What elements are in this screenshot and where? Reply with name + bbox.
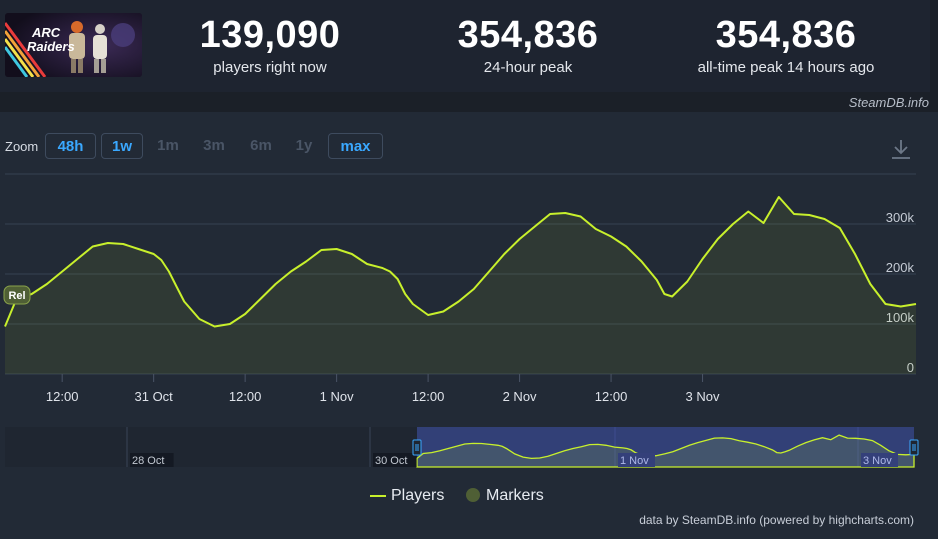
navigator-left-handle[interactable]	[412, 439, 422, 456]
navigator-label-bg	[861, 453, 898, 467]
zoom-max-button[interactable]: max	[328, 133, 383, 159]
x-tick-label: 1 Nov	[320, 389, 354, 404]
y-tick-label: 200k	[886, 260, 915, 275]
zoom-48h-button[interactable]: 48h	[45, 133, 96, 159]
navigator-right-handle[interactable]	[909, 439, 919, 456]
zoom-1w-button[interactable]: 1w	[101, 133, 143, 159]
navigator-label: 28 Oct	[132, 455, 164, 467]
navigator-label: 3 Nov	[863, 455, 892, 467]
x-tick-label: 12:00	[412, 389, 445, 404]
stat-label: all-time peak 14 hours ago	[697, 59, 875, 76]
x-tick-label: 31 Oct	[135, 389, 174, 404]
legend-item-markers[interactable]: Markers	[466, 487, 544, 505]
navigator-label-bg	[130, 453, 174, 467]
chart-panel	[0, 112, 938, 539]
navigator-label-bg	[618, 453, 655, 467]
steamdb-brand[interactable]: SteamDB.info	[848, 95, 929, 110]
chart-grid	[5, 173, 916, 375]
y-tick-label: 300k	[886, 210, 915, 225]
game-logo[interactable]: ARC Raiders	[5, 13, 142, 77]
legend-players-label: Players	[391, 487, 445, 504]
navigator-labels: 28 Oct 30 Oct 1 Nov 3 Nov	[130, 453, 898, 467]
navigator-selection[interactable]	[417, 427, 914, 467]
y-tick-label: 100k	[886, 310, 915, 325]
players-area	[5, 197, 916, 374]
circle-icon	[466, 488, 480, 502]
navigator[interactable]: 28 Oct 30 Oct 1 Nov 3 Nov	[5, 427, 919, 468]
navigator-label: 30 Oct	[375, 455, 407, 467]
zoom-label: Zoom	[5, 139, 39, 154]
stat-value: 354,836	[715, 14, 857, 56]
marker-rel[interactable]: Rel	[3, 285, 31, 305]
players-series-line	[4, 196, 917, 328]
zoom-6m-button[interactable]: 6m	[250, 137, 272, 154]
game-logo-art: ARC Raiders	[5, 13, 142, 77]
x-tick-label: 12:00	[229, 389, 262, 404]
marker-label: Rel	[8, 290, 25, 302]
navigator-label-bg	[373, 453, 417, 467]
x-tick-label: 3 Nov	[686, 389, 720, 404]
x-axis-ticks: 12:00 31 Oct 12:00 1 Nov 12:00 2 Nov 12:00 3 No…	[46, 374, 720, 404]
stats-header: ARC Raiders 139,090 players right now 35…	[0, 0, 930, 92]
zoom-1y-button[interactable]: 1y	[295, 137, 313, 154]
logo-text-line1: ARC	[31, 25, 61, 40]
stat-24h-peak: 354,836 24-hour peak	[428, 14, 628, 76]
event-markers: Rel	[3, 285, 31, 305]
stat-label: 24-hour peak	[483, 59, 573, 76]
y-axis-ticks: 0 100k 200k 300k	[886, 210, 915, 375]
x-tick-label: 12:00	[46, 389, 79, 404]
stat-all-time-peak: 354,836 all-time peak 14 hours ago	[676, 14, 896, 76]
navigator-label: 1 Nov	[620, 455, 649, 467]
stat-value: 354,836	[457, 14, 599, 56]
navigator-series-line	[416, 434, 915, 468]
x-tick-label: 12:00	[595, 389, 628, 404]
stat-current-players: 139,090 players right now	[185, 14, 355, 76]
zoom-1m-button[interactable]: 1m	[157, 137, 179, 154]
logo-text-line2: Raiders	[27, 39, 75, 54]
x-tick-label: 2 Nov	[503, 389, 537, 404]
stat-label: players right now	[213, 59, 327, 76]
stat-value: 139,090	[199, 14, 341, 56]
download-icon[interactable]	[889, 137, 913, 161]
legend-line-icon	[370, 494, 386, 497]
legend-markers-label: Markers	[486, 487, 544, 504]
chart-credit[interactable]: data by SteamDB.info (powered by highcha…	[639, 513, 914, 527]
zoom-3m-button[interactable]: 3m	[203, 137, 225, 154]
legend-item-players[interactable]: Players	[370, 487, 444, 505]
y-tick-label: 0	[907, 360, 914, 375]
